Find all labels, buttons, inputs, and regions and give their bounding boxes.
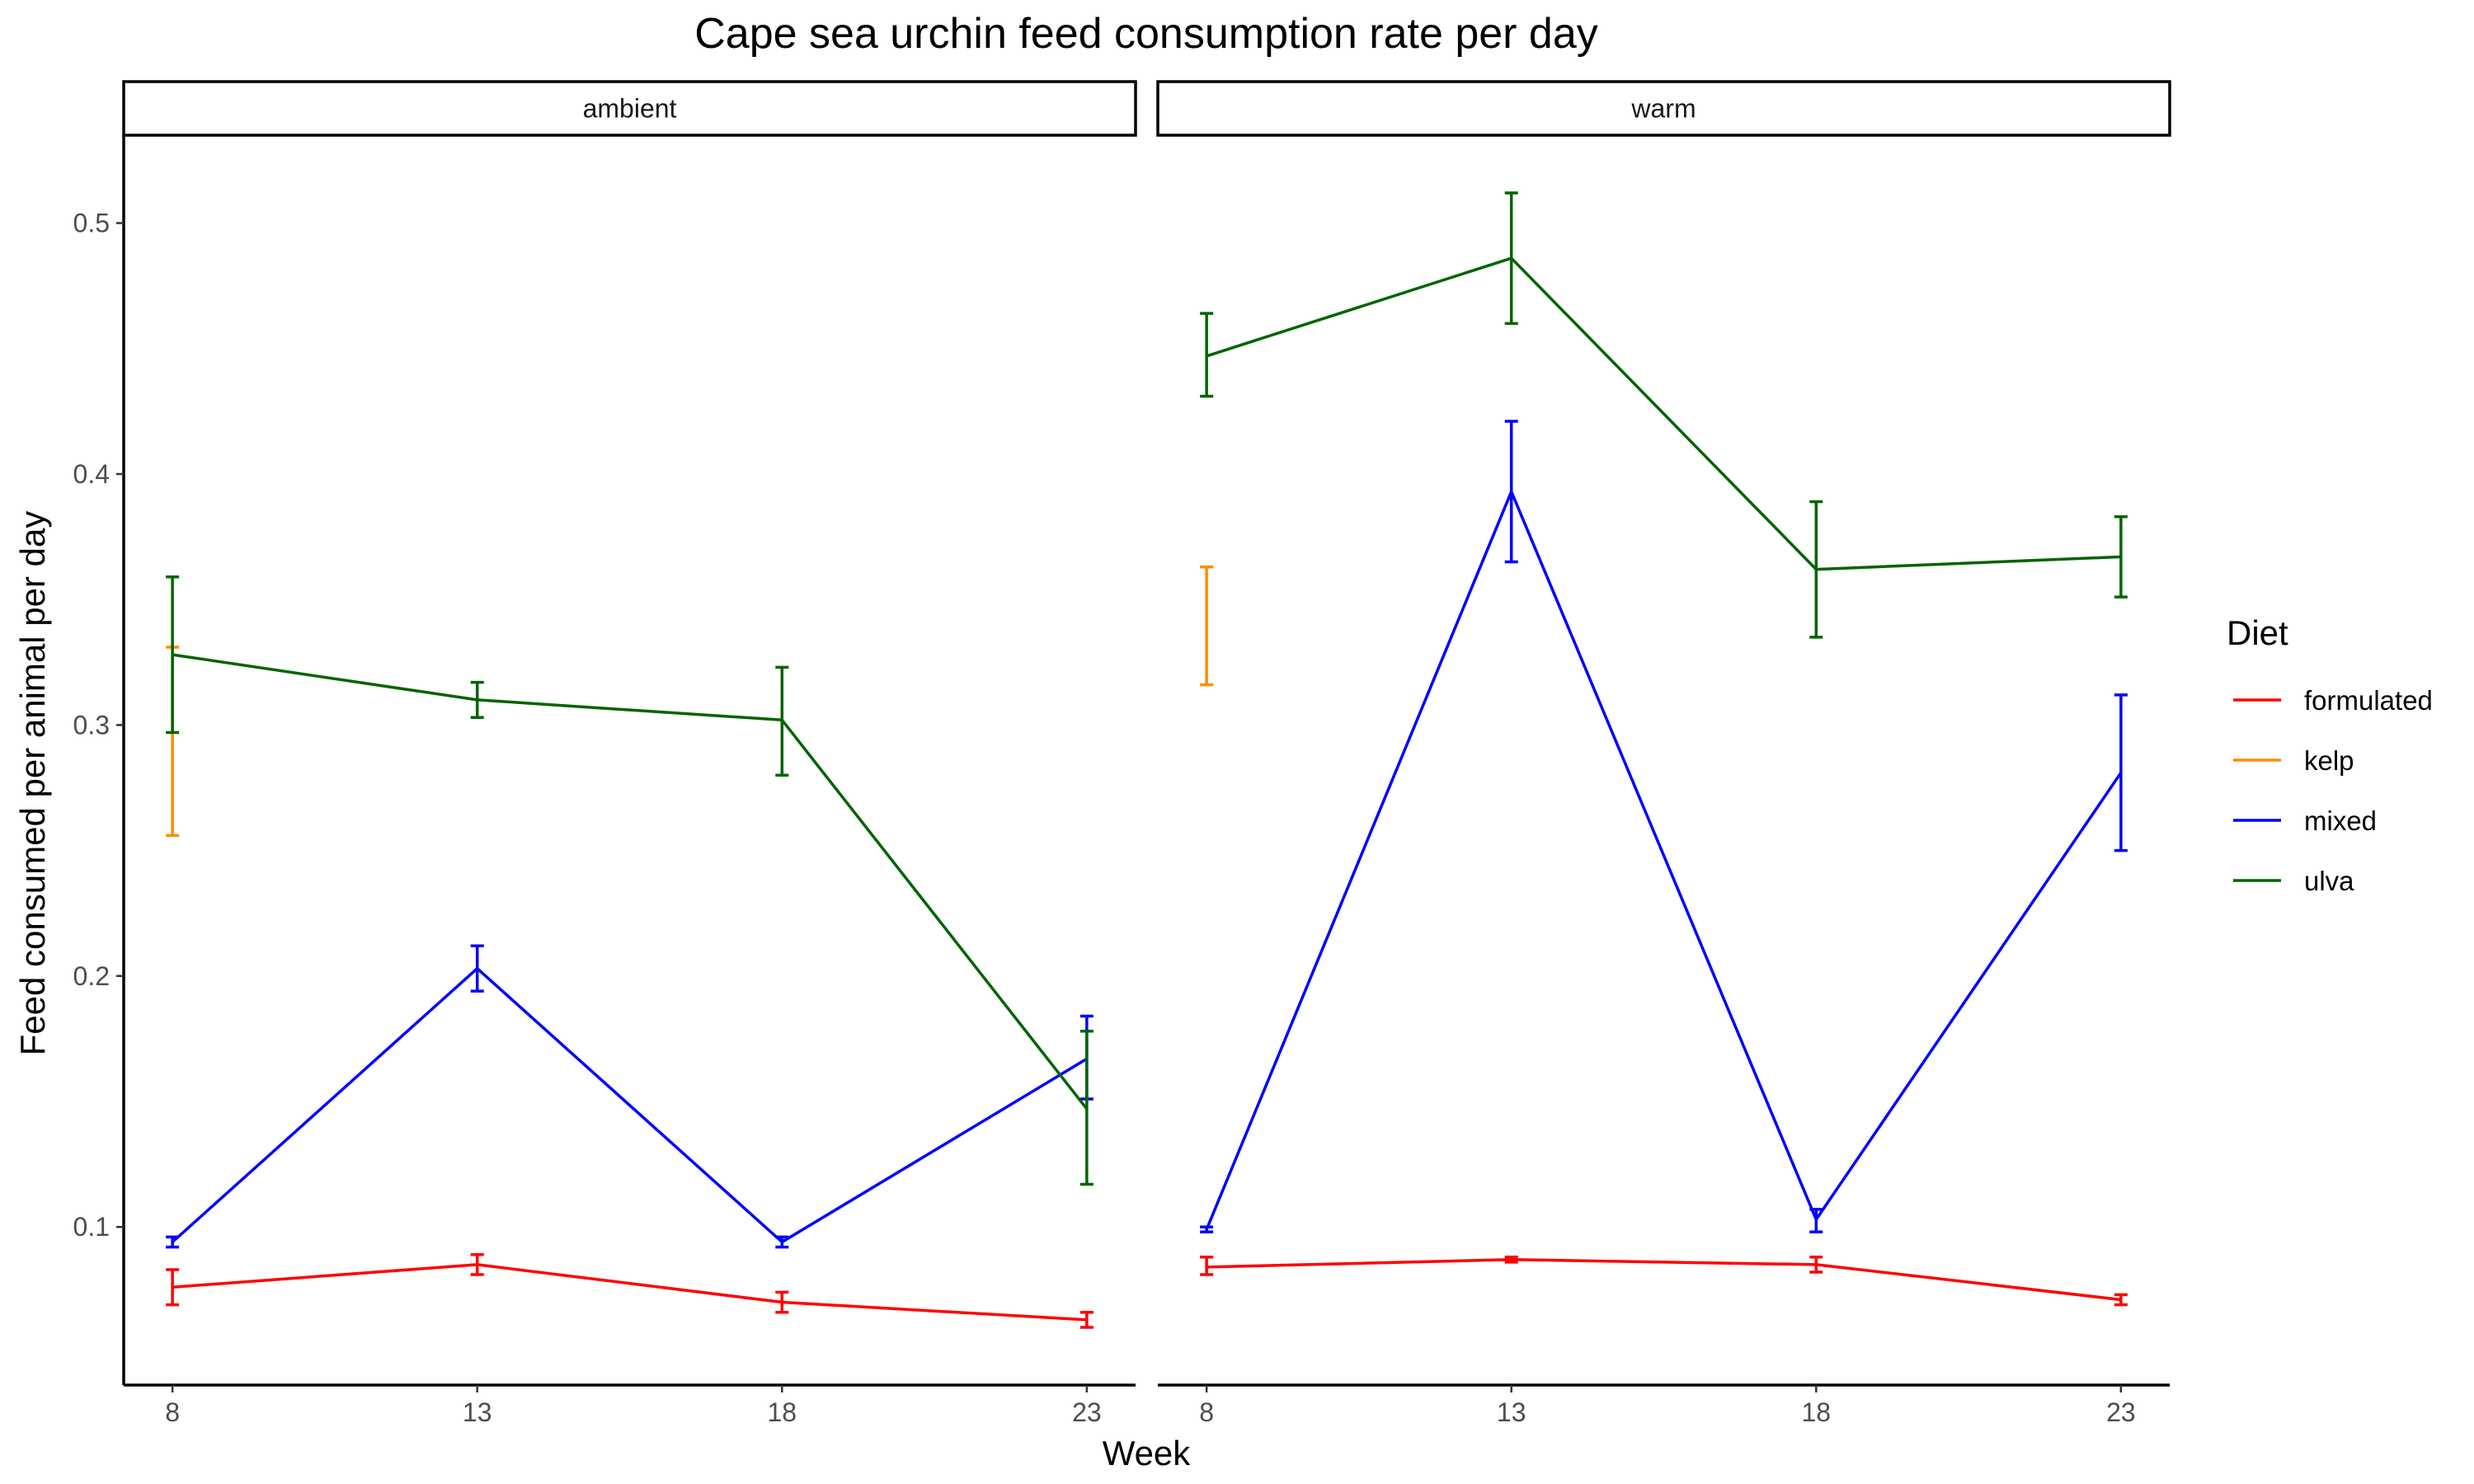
x-tick-label: 8 xyxy=(165,1397,180,1427)
series-line xyxy=(172,653,1089,1111)
series-line xyxy=(171,966,1088,1244)
x-tick-label: 18 xyxy=(1801,1397,1831,1427)
chart-title: Cape sea urchin feed consumption rate pe… xyxy=(694,10,1598,58)
series-kelp xyxy=(1200,565,1214,687)
x-tick-label: 23 xyxy=(1072,1397,1102,1427)
x-axis-title: Week xyxy=(1103,1434,1192,1472)
legend: Diet formulated kelp mixed ulva xyxy=(2227,613,2433,896)
series-line xyxy=(1206,256,2121,571)
y-tick-label: 0.1 xyxy=(73,1212,110,1242)
y-tick-label: 0.2 xyxy=(73,961,110,991)
x-tick-label: 23 xyxy=(2106,1397,2136,1427)
series-line xyxy=(1205,490,2123,1230)
y-axis-title: Feed consumed per animal per day xyxy=(13,511,52,1056)
series-mixed xyxy=(1200,420,2128,1234)
series-ulva xyxy=(166,575,1094,1186)
x-tick-label: 13 xyxy=(1497,1397,1526,1427)
y-tick-label: 0.4 xyxy=(73,459,110,489)
legend-entry-kelp: kelp xyxy=(2233,745,2354,776)
legend-label: mixed xyxy=(2304,805,2377,836)
facet-strip-label: ambient xyxy=(583,94,677,124)
legend-label: ulva xyxy=(2304,866,2354,896)
x-tick-label: 13 xyxy=(463,1397,492,1427)
x-tick-label: 8 xyxy=(1199,1397,1214,1427)
facet-panels: ambient 0.1 0.2 0.3 0.4 0.5 8 13 18 23 warm 8 13 18 23 xyxy=(73,80,2171,1427)
error-bar xyxy=(1200,565,1214,687)
facet-strip xyxy=(1156,80,2171,137)
x-tick-label: 18 xyxy=(767,1397,797,1427)
legend-entry-ulva: ulva xyxy=(2233,866,2354,896)
facet-strip-label: warm xyxy=(1630,94,1696,124)
series-line xyxy=(1206,1258,2122,1302)
legend-entry-mixed: mixed xyxy=(2233,805,2377,836)
series-line xyxy=(172,1263,1088,1322)
facet-strip xyxy=(122,80,1137,137)
legend-title: Diet xyxy=(2227,613,2288,652)
legend-entries: formulated kelp mixed ulva xyxy=(2233,685,2433,896)
series-formulated xyxy=(1200,1255,2128,1307)
series-ulva xyxy=(1200,191,2128,639)
facet-panel-warm: warm 8 13 18 23 xyxy=(1156,80,2171,1427)
legend-label: formulated xyxy=(2304,685,2433,716)
y-tick-label: 0.5 xyxy=(73,209,110,238)
legend-entry-formulated: formulated xyxy=(2233,685,2433,716)
legend-label: kelp xyxy=(2304,745,2354,776)
y-tick-label: 0.3 xyxy=(73,710,110,740)
series-formulated xyxy=(166,1252,1094,1329)
facet-panel-ambient: ambient 0.1 0.2 0.3 0.4 0.5 8 13 18 23 xyxy=(73,80,1137,1427)
